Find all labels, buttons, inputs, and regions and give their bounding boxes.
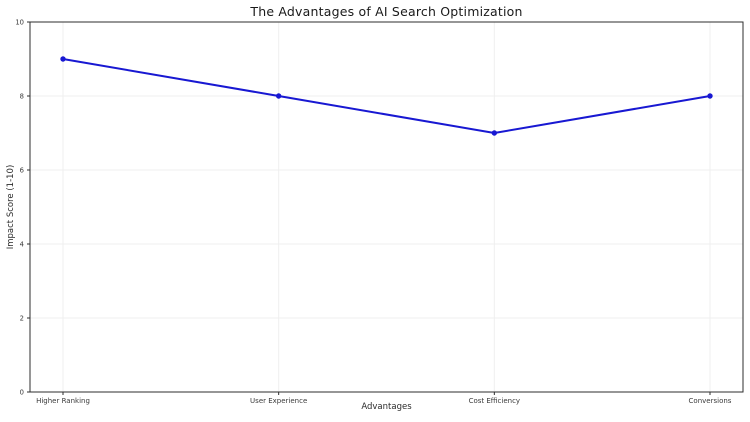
y-axis-label: Impact Score (1-10) bbox=[6, 164, 16, 250]
y-tick-label: 10 bbox=[15, 19, 24, 27]
data-point-marker bbox=[491, 130, 498, 136]
x-tick-label: Conversions bbox=[689, 397, 732, 405]
y-tick-label: 4 bbox=[20, 241, 24, 249]
y-tick-label: 0 bbox=[20, 389, 24, 397]
plot-area bbox=[30, 22, 743, 392]
chart-title: The Advantages of AI Search Optimization bbox=[250, 4, 523, 19]
x-axis-label: Advantages bbox=[361, 402, 412, 412]
plot-border bbox=[29, 21, 744, 393]
y-tick-label: 6 bbox=[20, 167, 24, 175]
x-tick-label: User Experience bbox=[250, 397, 307, 405]
data-point-marker bbox=[707, 93, 713, 99]
data-point-marker bbox=[60, 56, 66, 62]
x-tick-label: Higher Ranking bbox=[36, 397, 90, 405]
y-tick-label: 2 bbox=[20, 315, 24, 323]
data-point-marker bbox=[275, 93, 282, 99]
y-tick-label: 8 bbox=[20, 93, 24, 101]
x-tick-label: Cost Efficiency bbox=[469, 397, 521, 405]
data-line bbox=[62, 58, 711, 134]
